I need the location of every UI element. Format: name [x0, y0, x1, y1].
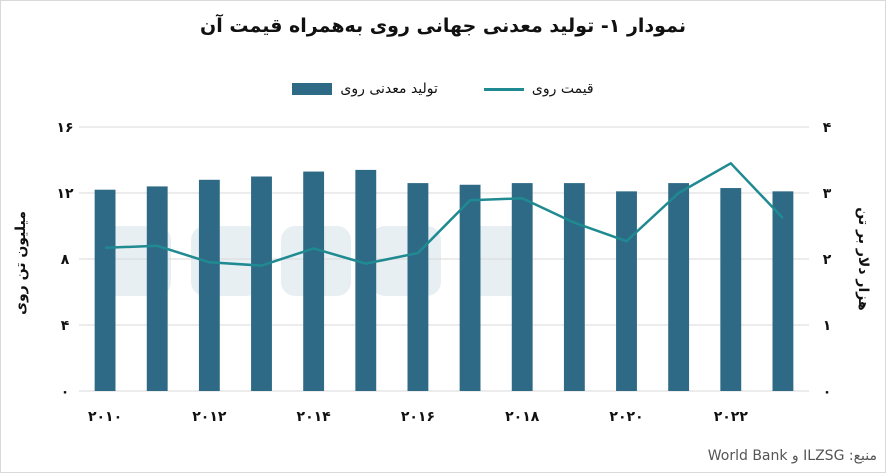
y-left-tick-label: ۴ [61, 318, 70, 334]
y-axis-right-label: هزار دلار بر تن [855, 207, 871, 311]
y-left-tick-label: ۸ [61, 252, 70, 268]
x-tick-label: ۲۰۱۶ [401, 409, 435, 425]
y-right-tick-label: ۳ [823, 186, 832, 202]
y-right-tick-label: ۰ [823, 384, 832, 400]
source-note: منبع: ILZSG و World Bank [707, 448, 877, 464]
bar-production [772, 191, 794, 391]
bar-production [459, 184, 481, 391]
x-tick-label: ۲۰۱۴ [297, 409, 332, 425]
bar-production [355, 169, 377, 391]
bar-production [407, 183, 429, 391]
bar-production [668, 183, 690, 391]
x-tick-label: ۲۰۲۰ [609, 409, 643, 425]
y-left-tick-label: ۱۶ [56, 120, 73, 136]
x-tick-label: ۲۰۱۸ [505, 409, 540, 425]
line-price [105, 162, 784, 267]
chart-legend: قیمت روی تولید معدنی روی [1, 81, 885, 97]
bar-production [563, 183, 585, 391]
y-right-tick-label: ۴ [823, 120, 832, 136]
bar-production [720, 188, 742, 391]
x-tick-label: ۲۰۱۰ [88, 409, 122, 425]
legend-label-price: قیمت روی [531, 81, 594, 97]
bar-production [94, 189, 116, 391]
legend-label-production: تولید معدنی روی [340, 81, 438, 97]
y-right-tick-label: ۲ [823, 252, 832, 268]
bar-production [303, 171, 325, 391]
legend-swatch-production [292, 83, 333, 95]
y-left-tick-label: ۰ [61, 384, 70, 400]
bar-production [146, 186, 168, 391]
bar-production [511, 183, 533, 391]
y-left-tick-label: ۱۲ [56, 186, 74, 202]
bar-production [198, 179, 220, 391]
chart-title: نمودار ۱- تولید معدنی جهانی روی به‌همراه… [200, 15, 686, 37]
x-tick-label: ۲۰۲۲ [714, 409, 749, 425]
y-axis-left-label: میلیون تن روی [13, 211, 29, 315]
legend-item-price: قیمت روی [483, 81, 594, 97]
x-tick-label: ۲۰۱۲ [192, 409, 227, 425]
y-right-tick-label: ۱ [823, 318, 832, 334]
legend-swatch-price [483, 87, 524, 91]
legend-item-production: تولید معدنی روی [292, 81, 438, 97]
bar-production [251, 176, 272, 391]
bar-production [616, 191, 637, 391]
